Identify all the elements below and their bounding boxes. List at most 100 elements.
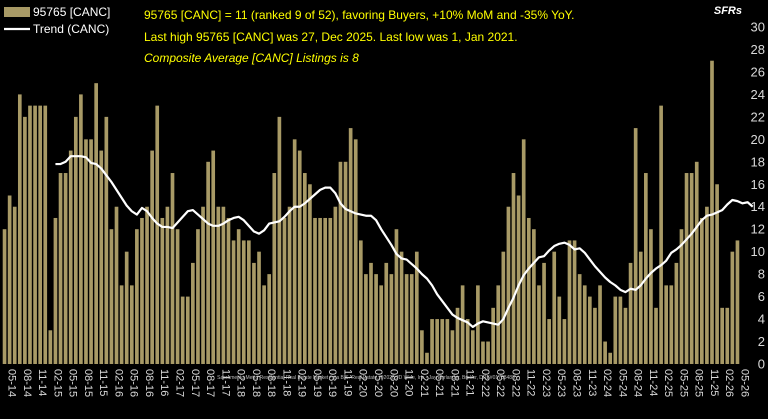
bar [470,330,475,364]
x-tick-label: 05-26 [738,369,750,397]
x-tick-label: 11-16 [158,369,170,396]
x-tick-label: 02-24 [601,369,613,397]
bar [150,150,154,364]
trend-line [55,155,754,329]
bar [511,173,516,364]
bar [17,94,22,365]
bar [384,262,389,364]
y-tick-label: 8 [758,267,765,282]
x-tick-label: 05-23 [555,369,567,397]
y-tick-label: 4 [758,312,765,327]
bar [175,229,180,364]
bar [598,285,602,364]
bar [7,195,12,364]
bar [135,229,139,364]
bar [241,240,246,364]
x-tick-label: 11-15 [97,369,109,396]
bar [43,105,48,364]
x-tick-label: 08-18 [265,369,277,397]
bar [623,307,628,364]
x-tick-label: 02-23 [540,369,552,397]
bar [577,274,582,364]
x-tick-label: 05-18 [250,369,262,397]
bar [409,274,414,364]
x-tick-label: 11-18 [280,369,292,396]
bar [562,319,567,364]
bar [364,274,368,364]
bar [231,240,236,364]
annotation-high-low: Last high 95765 [CANC] was 27, Dec 2025.… [144,30,518,44]
y-tick-label: 18 [751,154,765,169]
bar [348,128,353,364]
y-tick-label: 10 [751,244,765,259]
legend-entry-line: Trend (CANC) [33,22,109,36]
bar [516,195,521,364]
bar [588,296,592,364]
bar [659,105,663,364]
bar [201,206,205,364]
x-tick-label: 05-15 [67,369,79,397]
y-tick-label: 14 [751,199,765,214]
bar [262,285,266,364]
y-tick-label: 30 [751,20,765,35]
bar [608,352,613,364]
x-tick-label: 05-17 [189,369,201,397]
bar [12,206,17,364]
bar [114,206,119,364]
bar [649,229,653,364]
bar [89,139,93,364]
x-tick-label: 08-17 [204,369,216,397]
bar [318,217,322,364]
bar [725,307,730,364]
bar [369,262,373,364]
bar [389,274,394,364]
bar [506,206,511,364]
bar [303,173,307,364]
bar [38,105,42,364]
bar [287,206,292,364]
bar [119,285,124,364]
y-tick-label: 24 [751,87,765,102]
bar [277,116,282,365]
x-tick-label: 02-20 [357,369,369,397]
y-tick-label: 12 [751,222,765,237]
bar [374,274,378,364]
bar [73,116,78,365]
x-tick-label: 05-24 [616,369,628,397]
bar [267,274,272,364]
x-tick-label: 08-20 [387,369,399,397]
bar [445,319,450,364]
x-tick-label: 05-25 [677,369,689,397]
bar [313,217,317,364]
footer-credit: Sacramento Metro Residential Real Estate… [217,374,515,381]
bar [481,341,485,364]
x-tick-label: 05-16 [128,369,140,397]
bar [705,206,709,364]
bar [572,240,577,364]
bar [379,285,384,364]
bar [547,319,551,364]
annotation-composite: Composite Average [CANC] Listings is 8 [144,51,359,65]
bar [501,251,506,364]
x-tick-label: 02-15 [51,369,63,397]
bar [526,217,531,364]
bar [542,262,546,364]
bar [328,217,333,364]
bar [669,285,674,364]
bar [710,60,714,364]
bar [674,262,679,364]
x-tick-label: 02-16 [112,369,124,397]
x-tick-label: 02-25 [662,369,674,397]
x-tick-label: 11-19 [341,369,353,396]
bar [206,161,210,364]
bar [226,217,231,364]
bar [735,240,740,364]
bar [99,150,104,364]
bar [84,139,88,364]
bar [644,173,648,364]
bar [155,105,160,364]
x-tick-label: 02-26 [723,369,735,397]
bar [58,173,63,364]
bar [63,173,68,364]
bar [353,139,358,364]
